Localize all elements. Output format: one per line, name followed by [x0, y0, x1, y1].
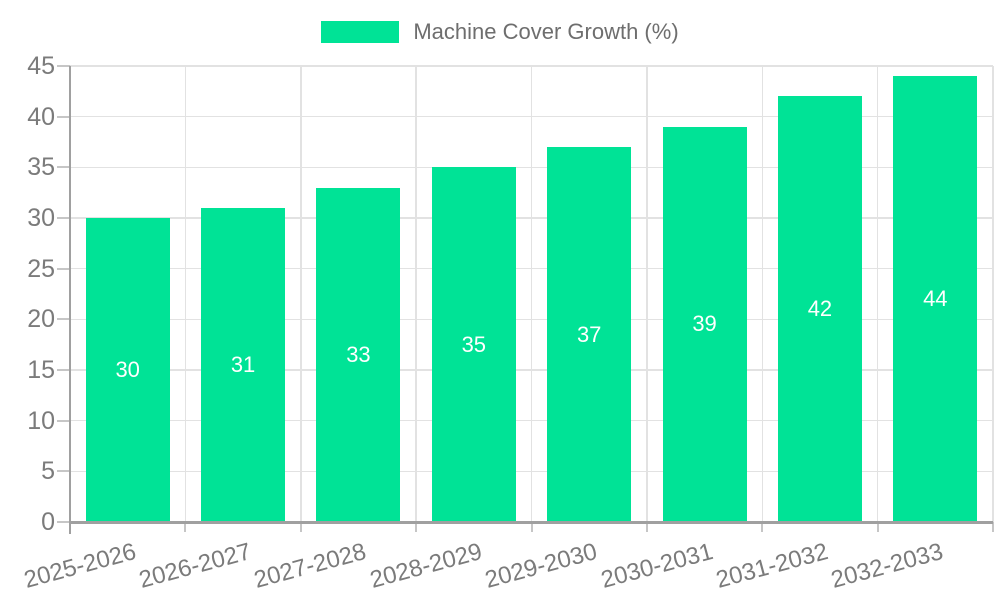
bar-value-label: 31 — [230, 351, 256, 377]
y-axis-line — [69, 66, 71, 534]
y-axis-tick — [57, 369, 70, 371]
y-axis-tick — [57, 470, 70, 473]
bar-value-label: 39 — [692, 311, 717, 337]
bar[interactable]: 44 — [893, 76, 978, 522]
y-axis-tick — [57, 65, 70, 67]
y-axis-label: 40 — [27, 102, 55, 131]
gridline-vertical — [530, 66, 533, 522]
y-axis-label: 0 — [41, 508, 55, 536]
x-axis-tick — [415, 522, 418, 532]
bar[interactable]: 39 — [662, 126, 747, 522]
x-axis-tick — [992, 522, 994, 532]
legend-label: Machine Cover Growth (%) — [413, 19, 679, 44]
bar-value-label: 44 — [923, 286, 948, 312]
gridline-vertical — [992, 66, 994, 522]
x-axis-tick — [184, 522, 187, 532]
bar[interactable]: 30 — [85, 218, 170, 522]
y-axis-label: 10 — [27, 406, 55, 435]
y-axis-label: 5 — [41, 457, 55, 486]
legend-item[interactable]: Machine Cover Growth (%) — [0, 18, 1000, 46]
bar[interactable]: 42 — [777, 96, 862, 522]
y-axis-label: 25 — [27, 254, 55, 283]
x-axis-line — [69, 521, 993, 524]
bar-value-label: 42 — [807, 296, 833, 322]
gridline-vertical — [761, 66, 763, 522]
y-axis-tick — [57, 166, 70, 169]
bar-value-label: 35 — [461, 331, 487, 357]
bar-value-label: 33 — [346, 341, 371, 367]
x-axis-tick — [876, 522, 879, 532]
y-axis-label: 20 — [27, 305, 55, 334]
gridline-vertical — [646, 66, 648, 522]
y-axis-label: 15 — [27, 356, 55, 384]
y-axis-label: 35 — [27, 153, 55, 182]
gridline-vertical — [876, 66, 879, 522]
gridline-vertical — [415, 66, 417, 522]
y-axis-label: 30 — [27, 204, 55, 232]
gridline-vertical — [300, 66, 302, 522]
legend-swatch — [321, 21, 400, 43]
bar[interactable]: 35 — [431, 167, 516, 522]
gridline-vertical — [184, 66, 187, 522]
y-axis-tick — [57, 318, 70, 321]
x-axis-tick — [645, 522, 648, 532]
x-axis-tick — [761, 522, 764, 532]
y-axis-tick — [57, 267, 70, 270]
y-axis-tick — [57, 419, 70, 422]
y-axis-tick — [57, 521, 70, 523]
x-axis-tick — [299, 522, 302, 532]
x-axis-tick — [530, 522, 533, 532]
bar[interactable]: 33 — [316, 187, 401, 522]
y-axis-tick — [57, 217, 70, 219]
bar-value-label: 30 — [115, 357, 140, 382]
bar[interactable]: 37 — [547, 147, 632, 522]
bar[interactable]: 31 — [201, 207, 286, 522]
y-axis-label: 45 — [27, 52, 55, 80]
y-axis-tick — [57, 115, 70, 118]
bar-value-label: 37 — [576, 321, 602, 347]
